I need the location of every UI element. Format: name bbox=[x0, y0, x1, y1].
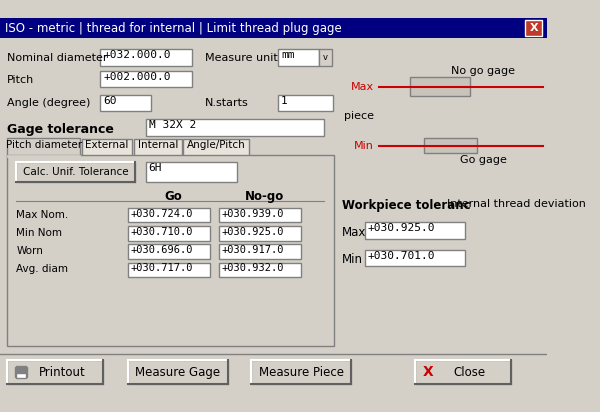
Text: Go gage: Go gage bbox=[460, 155, 507, 165]
Text: +030.917.0: +030.917.0 bbox=[221, 245, 284, 255]
Bar bbox=[424, 138, 477, 153]
Text: Avg. diam: Avg. diam bbox=[16, 265, 68, 274]
Text: +030.710.0: +030.710.0 bbox=[130, 227, 193, 237]
Text: Nominal diameter: Nominal diameter bbox=[7, 53, 108, 63]
Text: Angle/Pitch: Angle/Pitch bbox=[187, 140, 245, 150]
Text: piece: piece bbox=[344, 111, 374, 121]
Text: ISO - metric | thread for internal | Limit thread plug gage: ISO - metric | thread for internal | Lim… bbox=[5, 21, 341, 35]
Text: Internal thread deviation: Internal thread deviation bbox=[447, 199, 586, 209]
Text: Max Nom.: Max Nom. bbox=[16, 210, 68, 220]
Bar bbox=[410, 77, 470, 96]
Bar bbox=[0, 18, 547, 38]
Text: Worn: Worn bbox=[16, 246, 43, 256]
Text: +030.724.0: +030.724.0 bbox=[130, 209, 193, 219]
Text: Max: Max bbox=[351, 82, 374, 91]
Text: Measure Gage: Measure Gage bbox=[136, 365, 220, 379]
Text: v: v bbox=[323, 53, 328, 62]
Text: +030.717.0: +030.717.0 bbox=[130, 263, 193, 274]
Text: 1: 1 bbox=[281, 96, 288, 105]
Text: +032.000.0: +032.000.0 bbox=[103, 50, 170, 60]
Bar bbox=[146, 162, 237, 182]
Text: Calc. Unif. Tolerance: Calc. Unif. Tolerance bbox=[23, 167, 128, 177]
Bar bbox=[365, 250, 465, 266]
Text: Gage tolerance: Gage tolerance bbox=[7, 123, 114, 136]
Text: Min: Min bbox=[342, 253, 363, 267]
Text: Printout: Printout bbox=[38, 365, 85, 379]
Text: No go gage: No go gage bbox=[451, 66, 515, 77]
Text: Min Nom: Min Nom bbox=[16, 228, 62, 238]
Text: 60: 60 bbox=[103, 96, 116, 105]
Bar bbox=[415, 360, 511, 384]
Bar bbox=[278, 95, 333, 111]
Text: +030.696.0: +030.696.0 bbox=[130, 245, 193, 255]
Bar bbox=[16, 365, 26, 369]
Bar bbox=[16, 162, 135, 182]
Bar bbox=[219, 262, 301, 277]
Text: mm: mm bbox=[281, 50, 295, 60]
Text: +030.701.0: +030.701.0 bbox=[368, 250, 435, 261]
Bar bbox=[251, 360, 351, 384]
Text: Max: Max bbox=[342, 226, 367, 239]
Text: External: External bbox=[85, 140, 128, 150]
Bar bbox=[16, 373, 26, 378]
Bar bbox=[128, 262, 210, 277]
Text: +030.925.0: +030.925.0 bbox=[368, 223, 435, 233]
Bar bbox=[365, 222, 465, 239]
Bar bbox=[184, 139, 249, 156]
Bar bbox=[128, 360, 228, 384]
Bar bbox=[7, 155, 334, 346]
Text: +030.939.0: +030.939.0 bbox=[221, 209, 284, 219]
Text: Angle (degree): Angle (degree) bbox=[7, 98, 91, 108]
Text: Min: Min bbox=[354, 141, 374, 151]
Bar bbox=[219, 244, 301, 259]
Text: Pitch: Pitch bbox=[7, 75, 35, 84]
Bar bbox=[146, 119, 324, 136]
Bar bbox=[7, 360, 103, 384]
Bar bbox=[134, 139, 182, 156]
Bar bbox=[278, 49, 319, 66]
Bar bbox=[100, 49, 191, 66]
Text: +030.925.0: +030.925.0 bbox=[221, 227, 284, 237]
Text: No-go: No-go bbox=[245, 190, 284, 203]
Text: X: X bbox=[422, 365, 433, 379]
Text: X: X bbox=[529, 23, 538, 33]
Bar bbox=[82, 139, 132, 156]
Text: Close: Close bbox=[454, 365, 486, 379]
Bar bbox=[14, 368, 28, 377]
Bar bbox=[128, 244, 210, 259]
Bar bbox=[219, 208, 301, 222]
Bar bbox=[7, 138, 80, 156]
Text: +030.932.0: +030.932.0 bbox=[221, 263, 284, 274]
Bar bbox=[319, 49, 332, 66]
Text: Go: Go bbox=[164, 190, 182, 203]
Bar bbox=[100, 71, 191, 87]
Text: M 32X 2: M 32X 2 bbox=[149, 120, 196, 130]
Bar bbox=[128, 226, 210, 241]
Text: Measure Piece: Measure Piece bbox=[259, 365, 344, 379]
Text: Workpiece toleranc: Workpiece toleranc bbox=[342, 199, 471, 212]
Text: Measure unit: Measure unit bbox=[205, 53, 278, 63]
Text: N.starts: N.starts bbox=[205, 98, 249, 108]
Text: Internal: Internal bbox=[137, 140, 178, 150]
Bar bbox=[526, 20, 542, 36]
Bar bbox=[128, 208, 210, 222]
Bar bbox=[219, 226, 301, 241]
Text: 6H: 6H bbox=[149, 163, 162, 173]
Text: +002.000.0: +002.000.0 bbox=[103, 72, 170, 82]
Bar bbox=[100, 95, 151, 111]
Text: Pitch diameter: Pitch diameter bbox=[6, 140, 82, 150]
